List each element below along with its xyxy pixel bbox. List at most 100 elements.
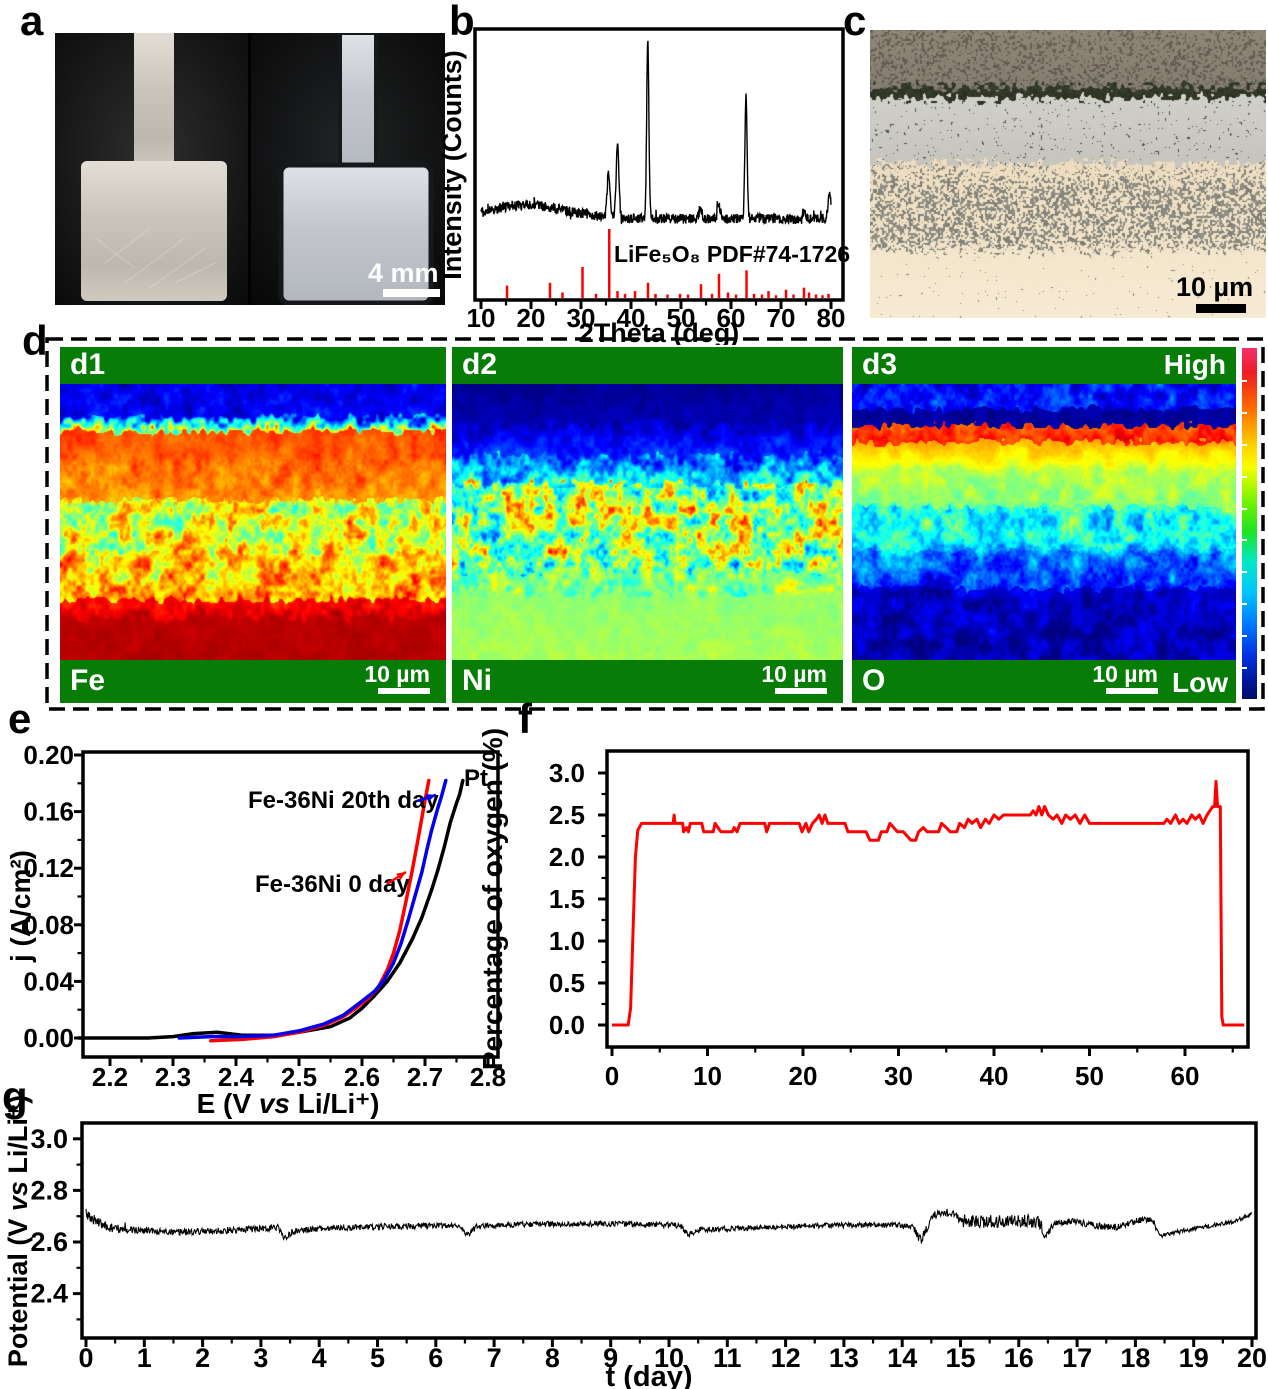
svg-text:14: 14 xyxy=(887,1343,917,1373)
svg-text:0.08: 0.08 xyxy=(23,910,74,940)
svg-text:2.0: 2.0 xyxy=(549,842,585,872)
map-bottom-banner: O 10 µm Low xyxy=(852,660,1236,703)
eds-map-o: d3 High O 10 µm Low xyxy=(852,347,1236,703)
svg-text:2: 2 xyxy=(195,1343,210,1373)
eds-map-ni: d2 Ni 10 µm xyxy=(452,347,843,703)
svg-text:0: 0 xyxy=(78,1343,93,1373)
map-bottom-banner: Ni 10 µm xyxy=(452,660,843,703)
svg-text:18: 18 xyxy=(1120,1343,1150,1373)
svg-text:20: 20 xyxy=(517,303,546,333)
svg-text:2.5: 2.5 xyxy=(281,1062,317,1092)
sample-plate xyxy=(278,162,434,305)
colorbar-tick xyxy=(1242,411,1247,414)
svg-text:2.4: 2.4 xyxy=(218,1062,255,1092)
svg-text:30: 30 xyxy=(567,303,596,333)
svg-text:2.7: 2.7 xyxy=(407,1062,443,1092)
map-scalebar: 10 µm xyxy=(1092,661,1158,695)
element-label: O xyxy=(862,664,886,697)
colorbar-high-label: High xyxy=(1163,349,1226,380)
map-scalebar-bar xyxy=(378,688,430,695)
map-scalebar-bar xyxy=(775,688,827,695)
scalebar-c-label: 10 µm xyxy=(1176,272,1254,302)
potential-time-plot: 0 1 2 3 4 5 6 7 8 9 10 11 12 13 14 15 16 17 18 19 202.42.62.… xyxy=(3,1095,1267,1389)
svg-text:3.0: 3.0 xyxy=(549,758,585,788)
svg-text:2.6: 2.6 xyxy=(30,1227,68,1257)
svg-text:3.0: 3.0 xyxy=(30,1124,68,1154)
eds-map-fe: d1 Fe 10 µm xyxy=(60,347,446,703)
svg-text:0.5: 0.5 xyxy=(549,968,585,998)
svg-text:2.3: 2.3 xyxy=(155,1062,191,1092)
svg-text:1: 1 xyxy=(137,1343,152,1373)
polarization-plot: 2.2 2.3 2.4 2.5 2.6 2.7 2.8 0.00 0.04 0.08 0.12 0.1… xyxy=(5,740,506,1119)
svg-text:1.0: 1.0 xyxy=(549,926,585,956)
svg-text:40: 40 xyxy=(980,1061,1009,1091)
svg-text:30: 30 xyxy=(884,1061,913,1091)
map-id-label: d3 xyxy=(862,348,898,381)
svg-text:t (day): t (day) xyxy=(606,1361,693,1389)
svg-text:4: 4 xyxy=(312,1343,327,1373)
element-label: Fe xyxy=(70,664,106,697)
sample-neck xyxy=(338,33,378,177)
svg-text:7: 7 xyxy=(487,1343,502,1373)
svg-text:40: 40 xyxy=(617,303,646,333)
map-scalebar: 10 µm xyxy=(364,661,430,695)
intensity-colorbar xyxy=(1242,348,1257,699)
svg-text:70: 70 xyxy=(767,303,796,333)
colorbar-tick xyxy=(1242,475,1247,478)
map-top-banner: d2 xyxy=(452,347,843,384)
svg-text:LiFe₅O₈ PDF#74-1726: LiFe₅O₈ PDF#74-1726 xyxy=(614,241,850,267)
svg-text:Percentage of oxygen (%): Percentage of oxygen (%) xyxy=(480,728,508,1070)
svg-text:0.12: 0.12 xyxy=(23,853,74,883)
svg-text:6: 6 xyxy=(428,1343,443,1373)
sample-plate xyxy=(81,161,227,301)
map-top-banner: d3 High xyxy=(852,347,1236,384)
sample-neck xyxy=(134,33,174,173)
map-id-label: d1 xyxy=(70,348,106,381)
svg-text:2.5: 2.5 xyxy=(549,800,585,830)
svg-text:80: 80 xyxy=(817,303,846,333)
svg-text:20: 20 xyxy=(789,1061,818,1091)
svg-text:0.20: 0.20 xyxy=(23,740,74,770)
svg-text:2.4: 2.4 xyxy=(30,1279,68,1309)
map-top-banner: d1 xyxy=(60,347,446,384)
svg-text:Fe-36Ni 0 day: Fe-36Ni 0 day xyxy=(255,871,410,898)
svg-text:0.04: 0.04 xyxy=(23,966,74,996)
map-scalebar-bar xyxy=(1106,688,1158,695)
svg-text:60: 60 xyxy=(1171,1061,1200,1091)
svg-text:9: 9 xyxy=(603,1343,618,1373)
svg-text:10: 10 xyxy=(654,1343,684,1373)
svg-text:2.8: 2.8 xyxy=(30,1175,68,1205)
map-scalebar: 10 µm xyxy=(761,662,827,695)
svg-text:11: 11 xyxy=(713,1343,742,1373)
svg-text:10: 10 xyxy=(693,1061,722,1091)
svg-text:Intensity (Counts): Intensity (Counts) xyxy=(440,50,467,280)
map-scalebar-label: 10 µm xyxy=(364,661,430,687)
svg-text:3: 3 xyxy=(253,1343,268,1373)
dashed-box-border xyxy=(45,337,1265,711)
panel-letter-f: f xyxy=(518,695,532,742)
svg-text:20: 20 xyxy=(1237,1343,1267,1373)
svg-text:0.16: 0.16 xyxy=(23,797,74,827)
svg-text:0.0: 0.0 xyxy=(549,1010,585,1040)
panel-letter-e: e xyxy=(8,695,32,742)
micrograph-image xyxy=(870,30,1266,318)
map-scalebar-label: 10 µm xyxy=(1092,661,1158,687)
svg-text:8: 8 xyxy=(545,1343,560,1373)
svg-text:10: 10 xyxy=(467,303,496,333)
svg-text:12: 12 xyxy=(771,1343,801,1373)
panel-letter-g: g xyxy=(2,1073,28,1120)
colorbar-tick xyxy=(1242,667,1247,670)
element-label: Ni xyxy=(462,664,492,697)
svg-text:50: 50 xyxy=(667,303,696,333)
sample-photo-before xyxy=(55,33,248,305)
colorbar-tick xyxy=(1242,507,1247,510)
colorbar-tick xyxy=(1242,539,1247,542)
svg-text:50: 50 xyxy=(1075,1061,1104,1091)
map-id-label: d2 xyxy=(462,348,498,381)
colorbar-tick xyxy=(1242,635,1247,638)
scalebar-c-bar xyxy=(1196,304,1246,313)
svg-text:15: 15 xyxy=(945,1343,975,1373)
scratch-marks xyxy=(94,227,216,289)
svg-text:13: 13 xyxy=(829,1343,859,1373)
